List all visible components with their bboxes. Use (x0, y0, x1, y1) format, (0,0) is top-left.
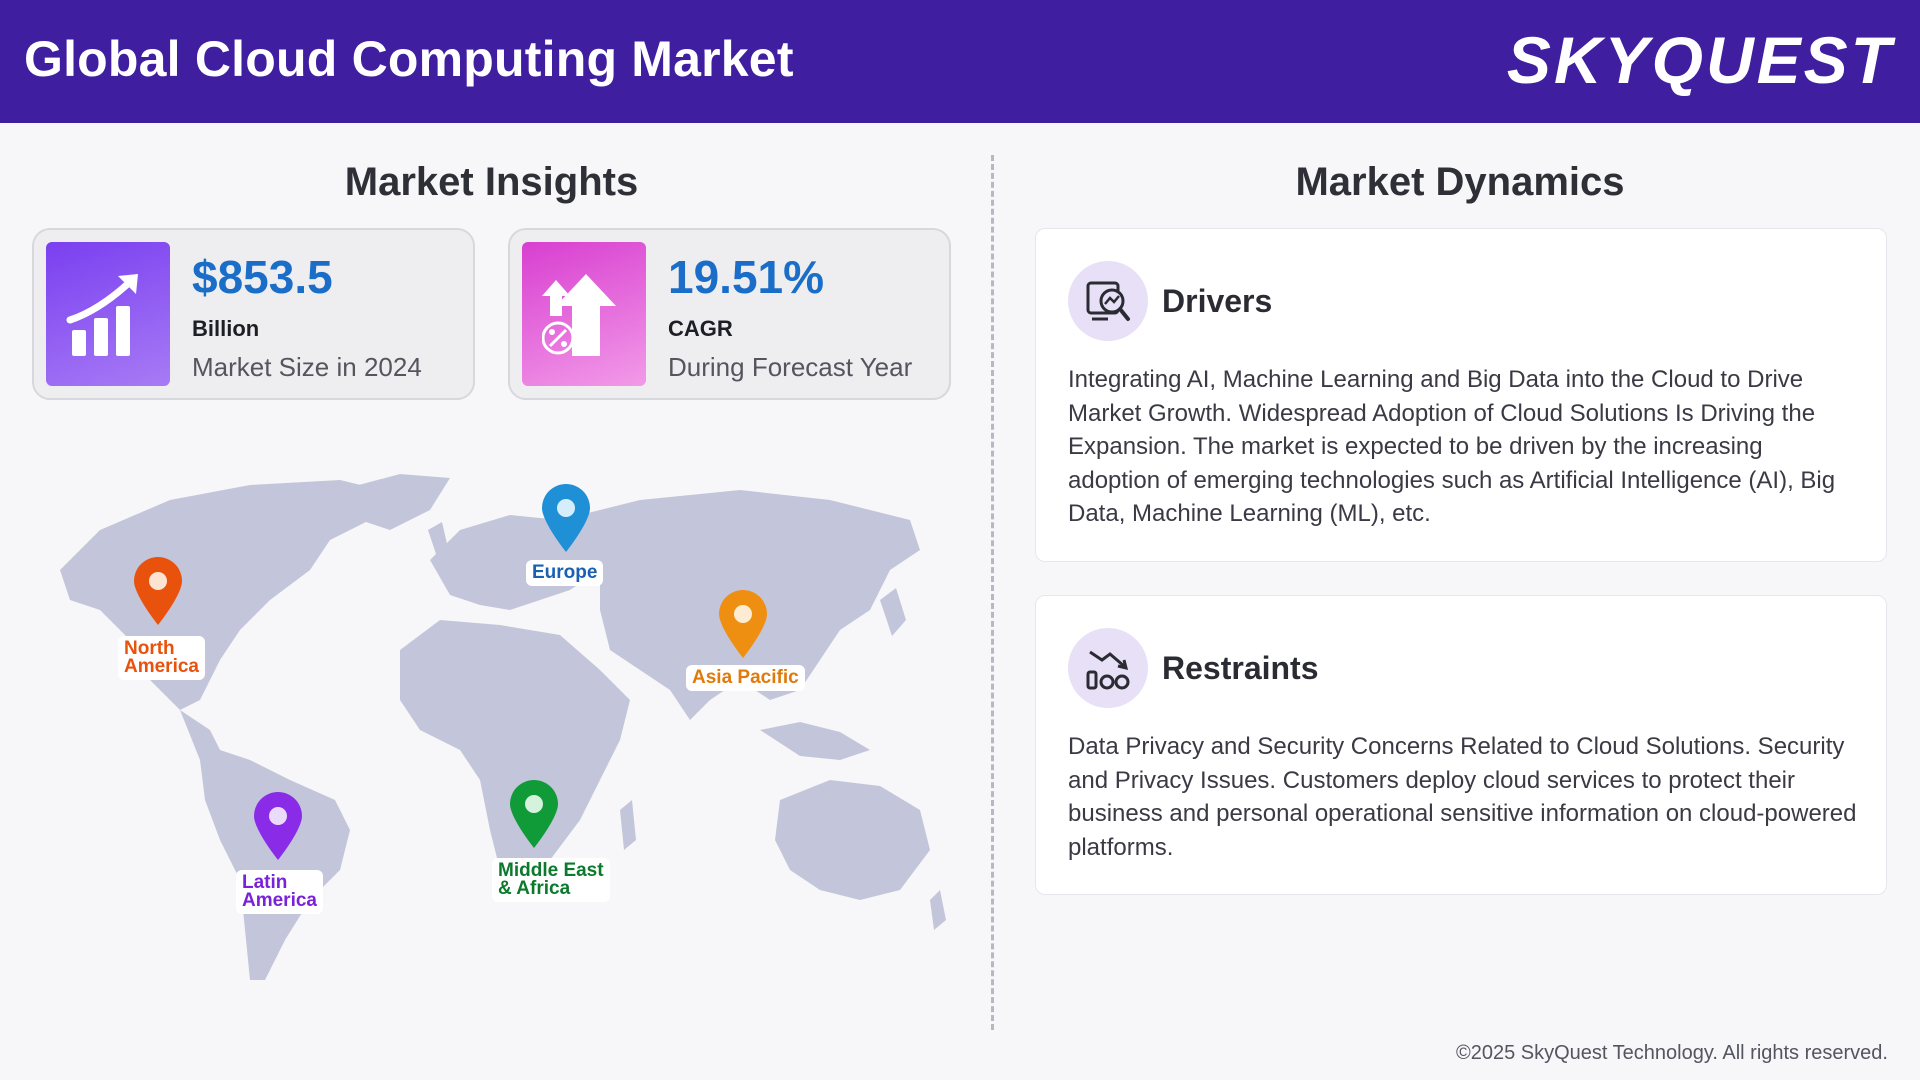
market-dynamics-title: Market Dynamics (1295, 160, 1625, 204)
market-insights-title: Market Insights (344, 160, 639, 204)
section-divider (991, 155, 994, 1030)
latin-america-label: Latin America (236, 870, 323, 914)
cagr-card: 19.51% CAGR During Forecast Year (508, 228, 951, 400)
north-america-pin-icon[interactable] (130, 555, 186, 627)
bar-chart-growth-icon (46, 242, 170, 386)
market-size-unit: Billion (192, 316, 260, 341)
drivers-text: Integrating AI, Machine Learning and Big… (1068, 366, 1836, 527)
world-map-shape (60, 474, 946, 980)
cagr-desc: During Forecast Year (668, 352, 913, 382)
restraints-title: Restraints (1162, 650, 1319, 686)
asia-pacific-label: Asia Pacific (686, 665, 805, 691)
north-america-label: North America (118, 636, 205, 680)
latin-america-pin-icon[interactable] (250, 790, 306, 862)
middle-east-africa-pin-icon[interactable] (506, 778, 562, 850)
europe-pin-icon[interactable] (538, 482, 594, 554)
europe-label: Europe (526, 560, 604, 586)
percent-growth-arrow-icon (522, 242, 646, 386)
market-size-value: $853.5 (192, 251, 333, 303)
cagr-unit: CAGR (668, 316, 733, 341)
drivers-title: Drivers (1162, 283, 1273, 319)
market-size-card: $853.5 Billion Market Size in 2024 (32, 228, 475, 400)
asia-pacific-pin-icon[interactable] (715, 588, 771, 660)
drivers-card: Drivers Integrating AI, Machine Learning… (1035, 228, 1887, 562)
declining-chart-icon (1068, 628, 1148, 708)
restraints-card: Restraints Data Privacy and Security Con… (1035, 595, 1887, 895)
page-title: Global Cloud Computing Market (24, 31, 794, 87)
world-map: North America Europe Asia Pacific Latin … (40, 460, 950, 1000)
middle-east-africa-label: Middle East & Africa (492, 858, 610, 902)
copyright-text: ©2025 SkyQuest Technology. All rights re… (1455, 1042, 1888, 1064)
market-size-desc: Market Size in 2024 (192, 352, 422, 382)
header-bar: Global Cloud Computing Market SKYQUEST (0, 0, 1920, 123)
analytics-magnifier-icon (1068, 261, 1148, 341)
skyquest-logo[interactable]: SKYQUEST (1506, 23, 1894, 97)
cagr-value: 19.51% (668, 251, 825, 303)
restraints-text: Data Privacy and Security Concerns Relat… (1068, 733, 1857, 861)
